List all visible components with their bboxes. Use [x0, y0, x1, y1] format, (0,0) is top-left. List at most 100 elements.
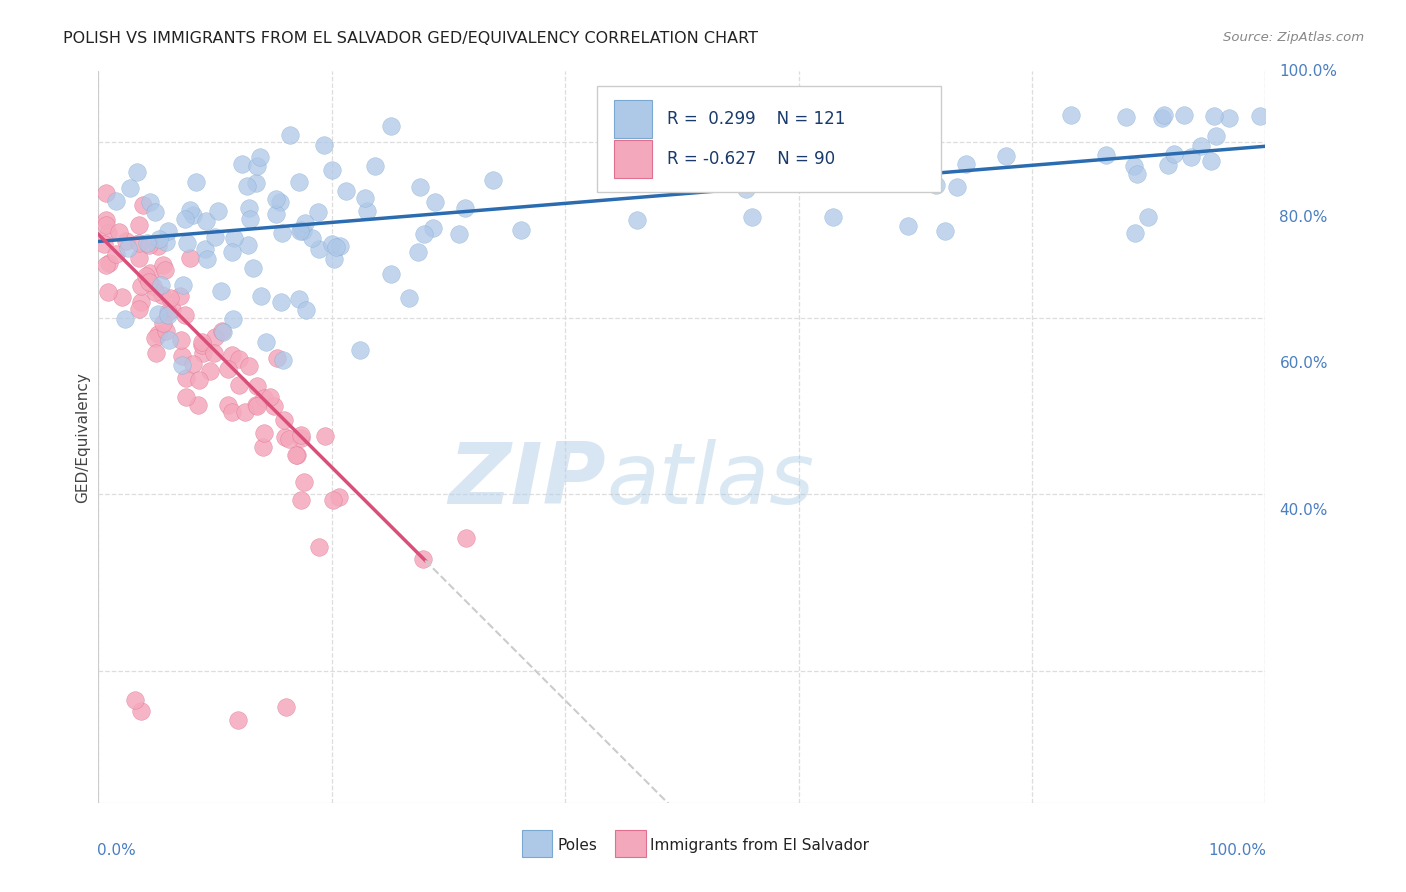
- Point: [135, 268, 157, 283]
- Point: [236, 179, 259, 194]
- Point: [285, 448, 308, 462]
- Point: [1152, 112, 1174, 126]
- Point: [142, 279, 165, 293]
- Point: [146, 307, 169, 321]
- Point: [179, 252, 201, 266]
- Point: [252, 441, 274, 455]
- Point: [288, 175, 311, 189]
- Point: [509, 222, 531, 236]
- Point: [329, 239, 352, 253]
- Text: 100.0%: 100.0%: [1209, 843, 1267, 858]
- Point: [157, 333, 180, 347]
- Point: [1095, 148, 1118, 162]
- Point: [301, 231, 323, 245]
- Point: [138, 238, 160, 252]
- Point: [292, 475, 315, 489]
- Point: [153, 263, 176, 277]
- Point: [294, 217, 316, 231]
- Point: [454, 201, 477, 215]
- Point: [877, 161, 900, 176]
- Point: [1218, 111, 1240, 125]
- Point: [322, 252, 344, 267]
- Point: [97, 227, 120, 241]
- Point: [157, 309, 180, 323]
- Point: [290, 427, 312, 442]
- Point: [307, 205, 329, 219]
- Text: atlas: atlas: [606, 440, 814, 523]
- Point: [190, 335, 212, 350]
- Point: [176, 390, 198, 404]
- Point: [204, 330, 226, 344]
- Point: [221, 312, 243, 326]
- Point: [1180, 150, 1202, 164]
- Point: [290, 493, 312, 508]
- Point: [423, 194, 446, 209]
- Point: [1125, 167, 1147, 181]
- Point: [783, 130, 806, 145]
- Point: [792, 108, 814, 122]
- Point: [146, 326, 169, 341]
- Point: [1157, 158, 1180, 172]
- Point: [1199, 153, 1222, 168]
- Point: [259, 390, 281, 404]
- Point: [209, 284, 232, 298]
- Point: [129, 294, 152, 309]
- Point: [321, 236, 343, 251]
- Point: [322, 492, 344, 507]
- Point: [138, 266, 160, 280]
- Point: [94, 258, 117, 272]
- Y-axis label: GED/Equivalency: GED/Equivalency: [75, 372, 90, 502]
- Point: [897, 219, 920, 234]
- Point: [349, 343, 371, 358]
- Point: [174, 211, 197, 226]
- Point: [239, 211, 262, 226]
- Point: [1123, 227, 1146, 241]
- Point: [117, 240, 139, 254]
- Point: [778, 138, 800, 153]
- Point: [285, 448, 308, 462]
- Point: [128, 251, 150, 265]
- Point: [231, 157, 253, 171]
- Point: [181, 357, 204, 371]
- Point: [246, 159, 269, 173]
- Point: [422, 221, 444, 235]
- Point: [221, 245, 243, 260]
- Text: Poles: Poles: [557, 838, 598, 853]
- Point: [135, 235, 157, 250]
- Point: [238, 238, 260, 252]
- Point: [356, 204, 378, 219]
- Point: [994, 149, 1017, 163]
- Point: [104, 247, 127, 261]
- Point: [328, 491, 350, 505]
- Text: 60.0%: 60.0%: [1279, 357, 1327, 371]
- Point: [955, 156, 977, 170]
- Point: [181, 208, 204, 222]
- Point: [398, 291, 420, 305]
- Point: [266, 206, 288, 220]
- Point: [946, 179, 969, 194]
- Point: [111, 290, 134, 304]
- Point: [314, 429, 336, 443]
- Point: [207, 203, 229, 218]
- Point: [364, 159, 387, 173]
- Point: [413, 227, 436, 241]
- Text: Immigrants from El Salvador: Immigrants from El Salvador: [651, 838, 869, 853]
- Point: [325, 240, 347, 254]
- Point: [273, 413, 295, 427]
- Point: [908, 117, 931, 131]
- Point: [321, 162, 343, 177]
- Point: [308, 540, 330, 554]
- Point: [290, 432, 312, 446]
- Point: [290, 223, 312, 237]
- Point: [195, 252, 218, 266]
- Point: [128, 218, 150, 232]
- Point: [179, 202, 201, 217]
- Point: [94, 218, 117, 232]
- FancyBboxPatch shape: [614, 140, 651, 178]
- Point: [652, 172, 675, 186]
- Point: [482, 172, 505, 186]
- Point: [406, 244, 429, 259]
- Point: [897, 140, 920, 154]
- Point: [242, 260, 264, 275]
- Point: [97, 285, 120, 300]
